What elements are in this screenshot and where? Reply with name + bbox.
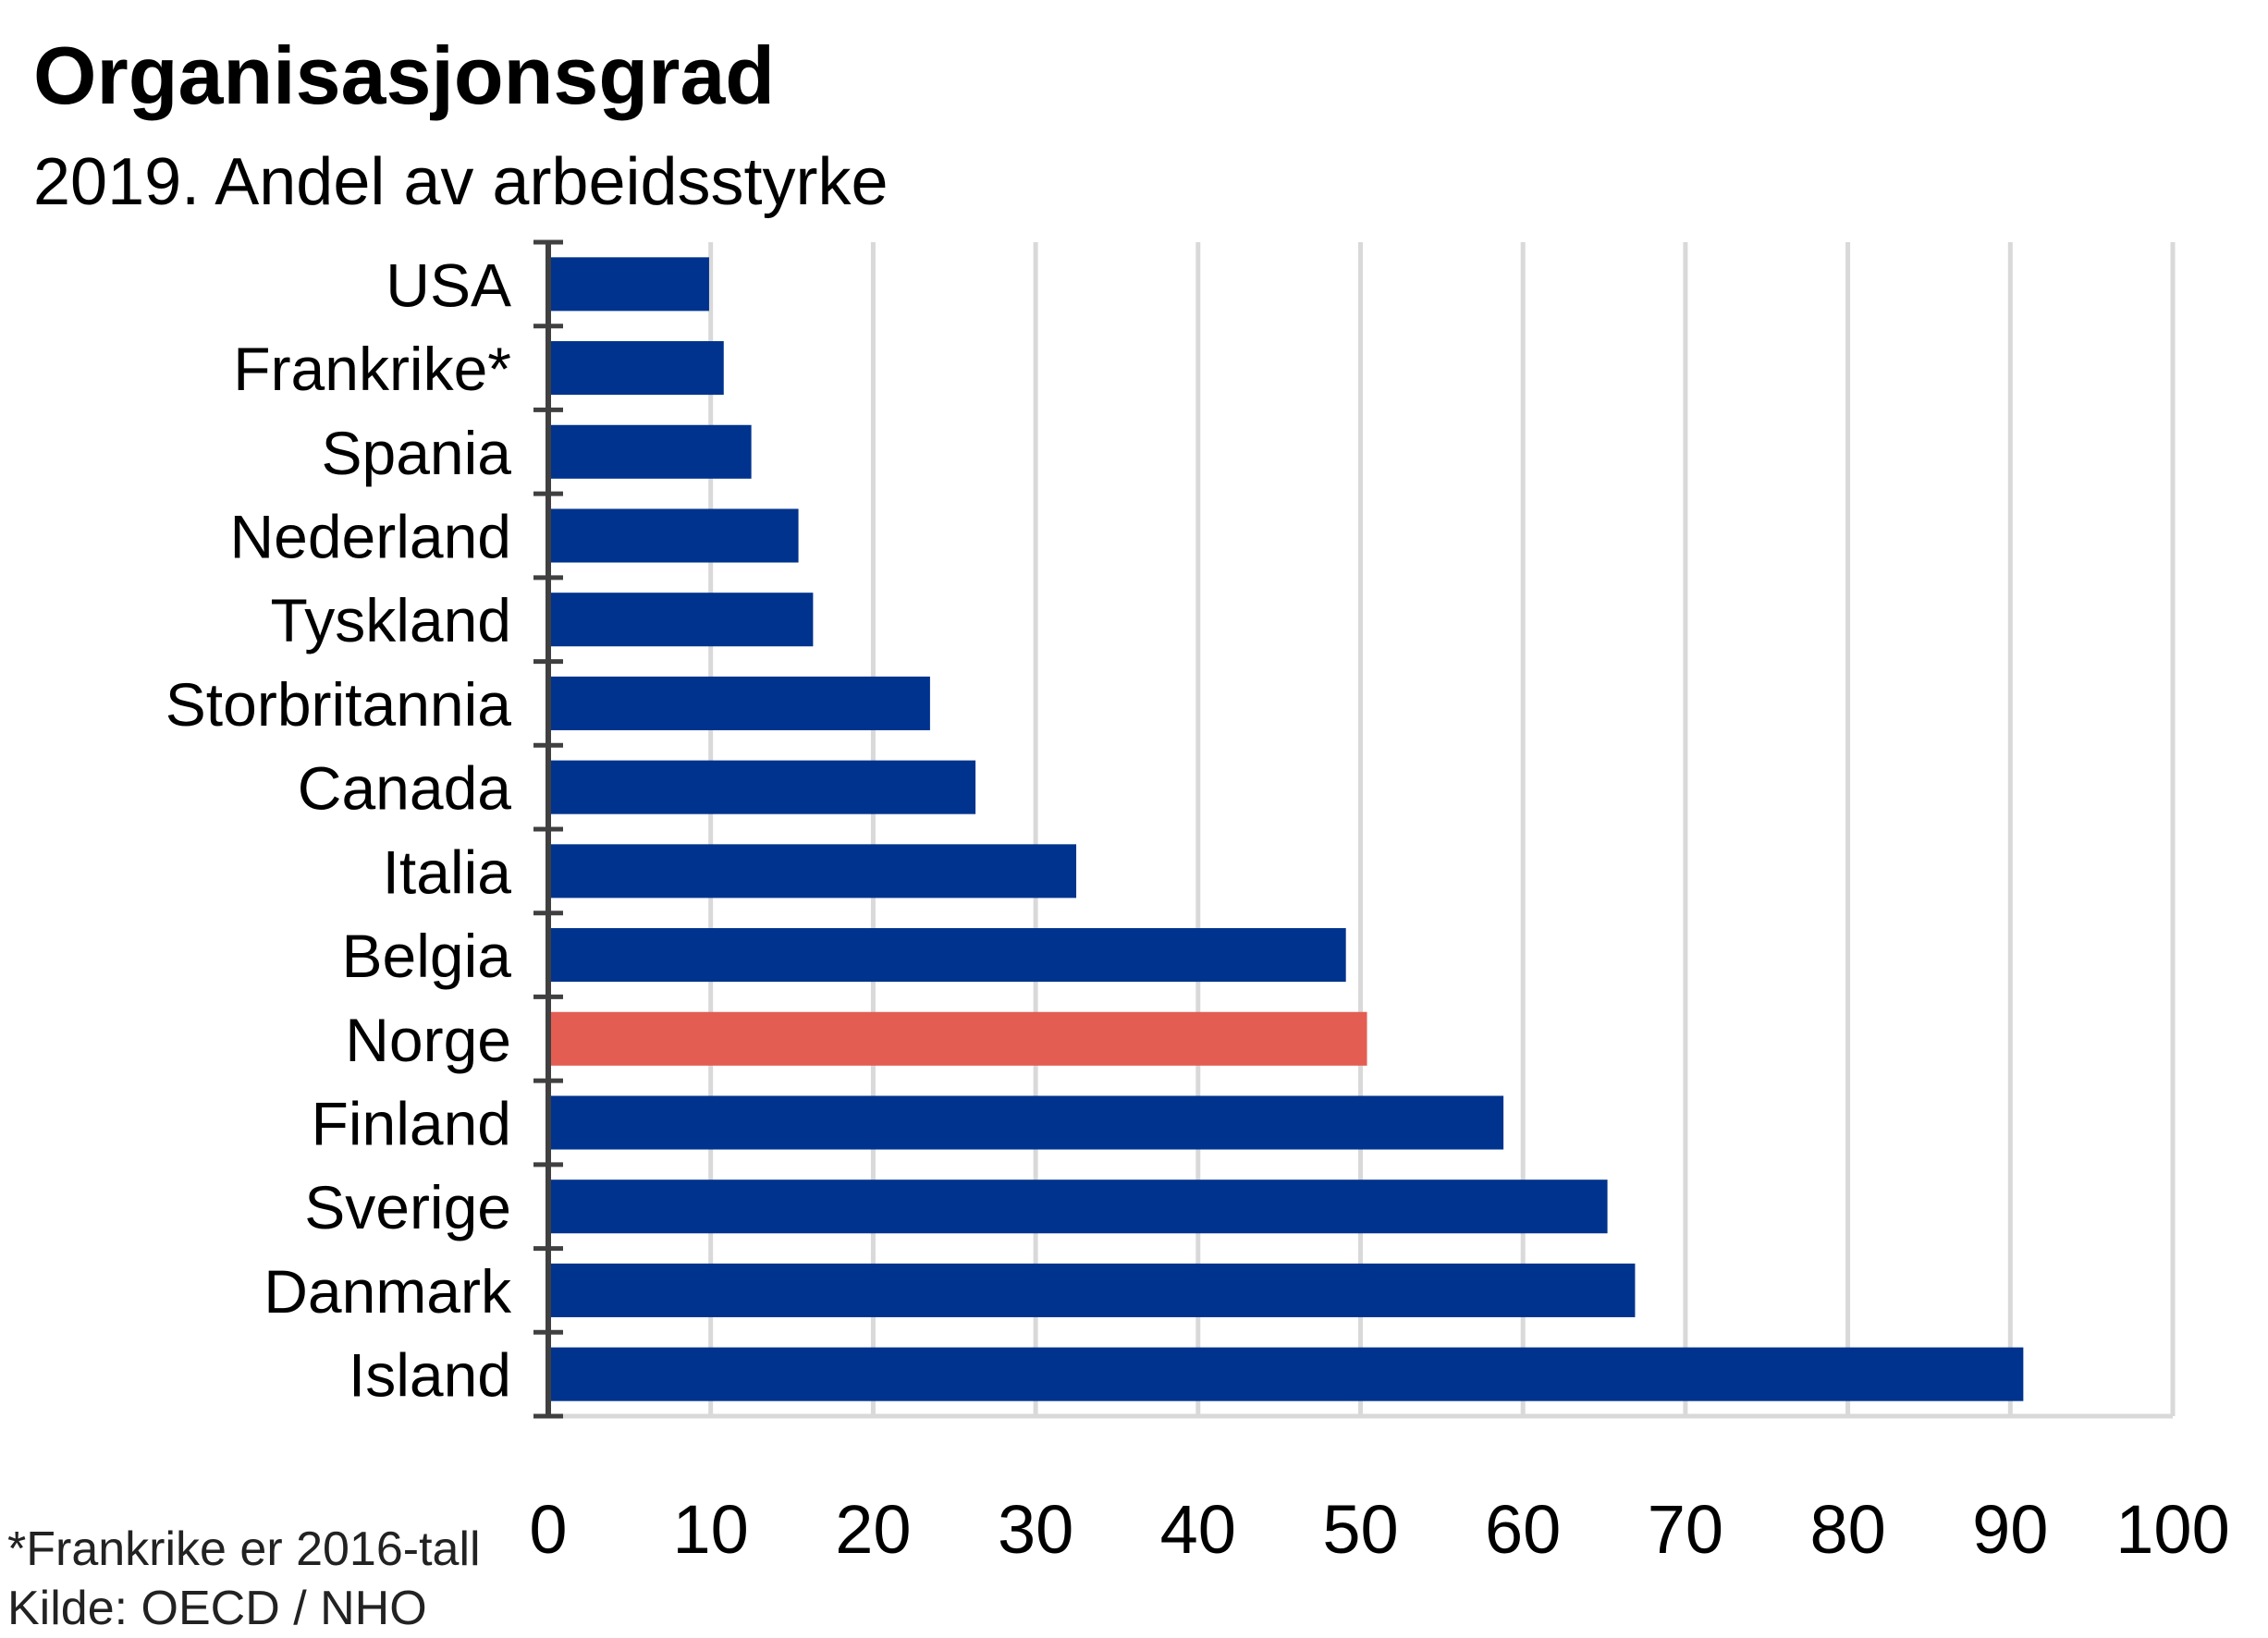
- bar-norge: [548, 1011, 1367, 1066]
- bar-canada: [548, 760, 976, 814]
- x-tick-label: 40: [1160, 1491, 1236, 1568]
- x-tick-label: 0: [529, 1491, 567, 1568]
- category-label: Nederland: [229, 503, 511, 571]
- category-label: Canada: [298, 754, 511, 823]
- bar-belgia: [548, 928, 1346, 983]
- category-label: Tyskland: [271, 586, 511, 654]
- x-tick-label: 90: [1972, 1491, 2048, 1568]
- x-tick-label: 20: [835, 1491, 911, 1568]
- source-note: Kilde: OECD / NHO: [7, 1582, 427, 1635]
- chart-title: Organisasjonsgrad: [33, 30, 776, 121]
- category-labels: USA Frankrike* Spania Nederland Tyskland Stor…: [166, 251, 512, 1409]
- x-tick-labels: 0 10 20 30 40 50 60 70 80 90 100: [529, 1491, 2229, 1568]
- x-tick-label: 80: [1809, 1491, 1885, 1568]
- x-tick-label: 70: [1648, 1491, 1723, 1568]
- bar-italia: [548, 844, 1077, 898]
- x-tick-label: 50: [1322, 1491, 1398, 1568]
- bar-tyskland: [548, 593, 814, 647]
- x-tick-label: 100: [2115, 1491, 2229, 1568]
- category-label: Frankrike*: [233, 335, 511, 403]
- bar-danmark: [548, 1263, 1636, 1317]
- y-axis: [533, 239, 563, 1419]
- bar-island: [548, 1347, 2024, 1401]
- bar-storbritannia: [548, 676, 930, 730]
- category-label: Finland: [312, 1090, 511, 1158]
- category-label: Spania: [321, 419, 511, 487]
- category-label: Danmark: [264, 1257, 512, 1326]
- category-label: Sverige: [304, 1173, 511, 1241]
- bar-nederland: [548, 508, 799, 563]
- bar-spania: [548, 424, 752, 479]
- category-label: Italia: [383, 837, 512, 906]
- category-label: Island: [349, 1341, 511, 1410]
- footnote: *Frankrike er 2016-tall: [7, 1522, 481, 1576]
- category-label: Norge: [345, 1006, 511, 1074]
- bar-sverige: [548, 1180, 1608, 1234]
- x-tick-label: 60: [1485, 1491, 1561, 1568]
- bar-finland: [548, 1095, 1504, 1150]
- bar-usa: [548, 257, 709, 312]
- category-label: Storbritannia: [166, 670, 512, 739]
- x-tick-label: 30: [998, 1491, 1073, 1568]
- x-tick-label: 10: [673, 1491, 749, 1568]
- category-label: USA: [386, 251, 511, 319]
- chart-subtitle: 2019. Andel av arbeidsstyrke: [33, 145, 889, 219]
- category-label: Belgia: [342, 922, 512, 990]
- bar-frankrike: [548, 341, 724, 396]
- bar-layer: [548, 257, 2024, 1401]
- grid-layer: [548, 242, 2176, 1419]
